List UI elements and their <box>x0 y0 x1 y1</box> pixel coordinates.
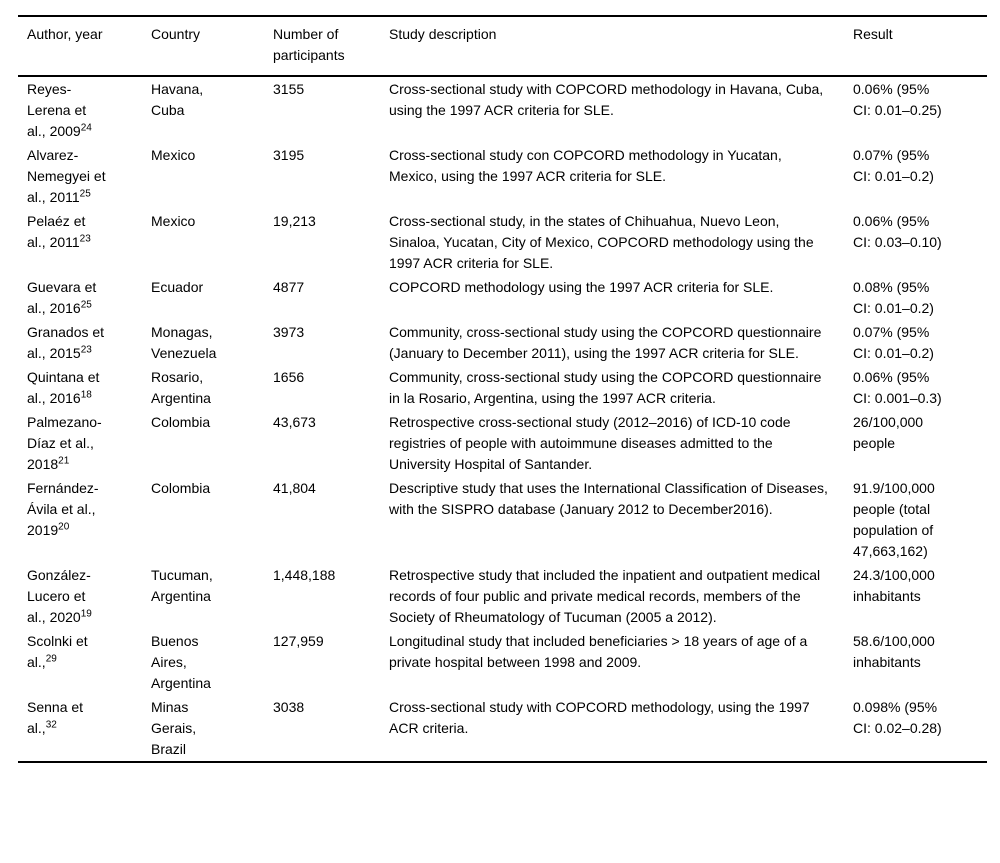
cell-country: Colombia <box>151 414 211 430</box>
cell-study-description: Cross-sectional study with COPCORD metho… <box>389 699 810 736</box>
reference-superscript: 19 <box>80 608 92 620</box>
cell-author-year: Alvarez-Nemegyei et al., 201125 <box>27 147 106 205</box>
table-row: Guevara et al., 201625 Ecuador 4877 COPCORD… <box>18 275 987 320</box>
reference-superscript: 25 <box>80 299 92 311</box>
table-row: Alvarez-Nemegyei et al., 201125 Mexico 319… <box>18 143 987 209</box>
cell-author-year: Scolnki et al.,29 <box>27 633 88 670</box>
cell-participants: 3973 <box>273 324 305 340</box>
table-row: Senna et al.,32 Minas Gerais, Brazil 3038 C… <box>18 695 987 762</box>
cell-author-year: Quintana et al., 201618 <box>27 369 100 406</box>
cell-study-description: Retrospective study that included the in… <box>389 567 821 625</box>
cell-result: 0.07% (95% CI: 0.01–0.2) <box>853 324 934 361</box>
reference-superscript: 25 <box>79 188 91 200</box>
cell-country: Minas Gerais, Brazil <box>151 699 197 757</box>
reference-superscript: 20 <box>58 521 70 533</box>
reference-superscript: 29 <box>45 653 57 665</box>
cell-result: 26/100,000 people <box>853 414 924 451</box>
cell-participants: 4877 <box>273 279 305 295</box>
cell-author-year: Palmezano-Díaz et al., 201821 <box>27 414 102 472</box>
cell-author-year: Guevara et al., 201625 <box>27 279 97 316</box>
cell-country: Buenos Aires, Argentina <box>151 633 211 691</box>
cell-result: 0.06% (95% CI: 0.01–0.25) <box>853 81 942 118</box>
table-row: Granados et al., 201523 Monagas, Venezuel… <box>18 320 987 365</box>
reference-superscript: 18 <box>80 389 92 401</box>
cell-result: 0.06% (95% CI: 0.001–0.3) <box>853 369 942 406</box>
cell-country: Colombia <box>151 480 211 496</box>
cell-author-year: Granados et al., 201523 <box>27 324 105 361</box>
table-row: González-Lucero et al., 202019 Tucuman, A… <box>18 563 987 629</box>
cell-country: Monagas, Venezuela <box>151 324 217 361</box>
column-header-study-description: Study description <box>388 16 852 77</box>
cell-participants: 127,959 <box>273 633 324 649</box>
cell-author-year: González-Lucero et al., 202019 <box>27 567 92 625</box>
cell-participants: 43,673 <box>273 414 316 430</box>
reference-superscript: 23 <box>79 233 91 245</box>
cell-participants: 3195 <box>273 147 305 163</box>
cell-result: 0.08% (95% CI: 0.01–0.2) <box>853 279 934 316</box>
cell-author-year: Reyes-Lerena et al., 200924 <box>27 81 92 139</box>
reference-superscript: 24 <box>80 122 92 134</box>
reference-superscript: 23 <box>80 344 92 356</box>
cell-country: Rosario, Argentina <box>151 369 211 406</box>
cell-country: Mexico <box>151 147 196 163</box>
cell-country: Tucuman, Argentina <box>151 567 213 604</box>
column-header-country: Country <box>150 16 272 77</box>
table-row: Reyes-Lerena et al., 200924 Havana, Cuba 3… <box>18 76 987 143</box>
table-row: Scolnki et al.,29 Buenos Aires, Argentina… <box>18 629 987 695</box>
cell-author-year: Fernández-Ávila et al., 201920 <box>27 480 99 538</box>
cell-country: Havana, Cuba <box>151 81 204 118</box>
cell-study-description: Community, cross-sectional study using t… <box>389 369 822 406</box>
reference-superscript: 21 <box>58 455 70 467</box>
cell-result: 58.6/100,000 inhabitants <box>853 633 935 670</box>
cell-participants: 41,804 <box>273 480 316 496</box>
cell-study-description: Longitudinal study that included benefic… <box>389 633 808 670</box>
table-header: Author, year Country Number of participa… <box>18 16 987 77</box>
studies-table-body: Reyes-Lerena et al., 200924 Havana, Cuba 3… <box>18 76 987 762</box>
cell-country: Ecuador <box>151 279 204 295</box>
cell-study-description: Cross-sectional study, in the states of … <box>389 213 814 271</box>
cell-participants: 1656 <box>273 369 305 385</box>
cell-author-year: Pelaéz et al., 201123 <box>27 213 91 250</box>
column-header-result: Result <box>852 16 987 77</box>
header-row: Author, year Country Number of participa… <box>18 16 987 77</box>
cell-participants: 19,213 <box>273 213 316 229</box>
cell-study-description: Cross-sectional study with COPCORD metho… <box>389 81 824 118</box>
table-row: Pelaéz et al., 201123 Mexico 19,213 Cross-s… <box>18 209 987 275</box>
cell-participants: 1,448,188 <box>273 567 336 583</box>
cell-author-year: Senna et al.,32 <box>27 699 84 736</box>
cell-result: 0.06% (95% CI: 0.03–0.10) <box>853 213 942 250</box>
cell-result: 24.3/100,000 inhabitants <box>853 567 935 604</box>
cell-result: 0.07% (95% CI: 0.01–0.2) <box>853 147 934 184</box>
reference-superscript: 32 <box>45 719 57 731</box>
cell-study-description: Cross-sectional study con COPCORD method… <box>389 147 782 184</box>
cell-participants: 3038 <box>273 699 305 715</box>
cell-participants: 3155 <box>273 81 305 97</box>
cell-result: 0.098% (95% CI: 0.02–0.28) <box>853 699 942 736</box>
cell-result: 91.9/100,000 people (total population of… <box>853 480 935 559</box>
studies-table: Author, year Country Number of participa… <box>18 15 987 763</box>
cell-study-description: COPCORD methodology using the 1997 ACR c… <box>389 279 774 295</box>
table-row: Fernández-Ávila et al., 201920 Colombia 41… <box>18 476 987 563</box>
table-row: Palmezano-Díaz et al., 201821 Colombia 43,… <box>18 410 987 476</box>
cell-study-description: Community, cross-sectional study using t… <box>389 324 822 361</box>
column-header-author-year: Author, year <box>18 16 150 77</box>
cell-study-description: Descriptive study that uses the Internat… <box>389 480 828 517</box>
table-row: Quintana et al., 201618 Rosario, Argentin… <box>18 365 987 410</box>
cell-study-description: Retrospective cross-sectional study (201… <box>389 414 791 472</box>
cell-country: Mexico <box>151 213 196 229</box>
column-header-participants: Number of participants <box>272 16 388 77</box>
